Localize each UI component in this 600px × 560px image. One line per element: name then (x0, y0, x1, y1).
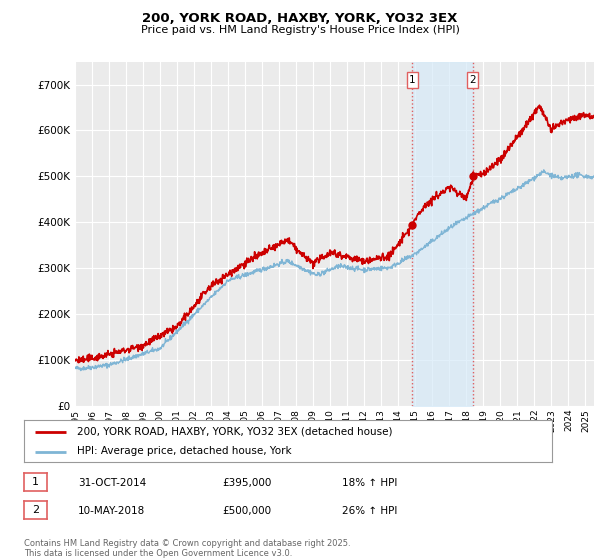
Text: 10-MAY-2018: 10-MAY-2018 (78, 506, 145, 516)
Text: HPI: Average price, detached house, York: HPI: Average price, detached house, York (77, 446, 292, 456)
Text: £395,000: £395,000 (222, 478, 271, 488)
Text: 200, YORK ROAD, HAXBY, YORK, YO32 3EX (detached house): 200, YORK ROAD, HAXBY, YORK, YO32 3EX (d… (77, 427, 392, 437)
Text: 2: 2 (469, 75, 476, 85)
Text: 1: 1 (409, 75, 416, 85)
Text: 26% ↑ HPI: 26% ↑ HPI (342, 506, 397, 516)
Text: 18% ↑ HPI: 18% ↑ HPI (342, 478, 397, 488)
Text: 31-OCT-2014: 31-OCT-2014 (78, 478, 146, 488)
Text: £500,000: £500,000 (222, 506, 271, 516)
Text: 2: 2 (32, 505, 39, 515)
Text: 1: 1 (32, 477, 39, 487)
Text: 200, YORK ROAD, HAXBY, YORK, YO32 3EX: 200, YORK ROAD, HAXBY, YORK, YO32 3EX (142, 12, 458, 25)
Text: Contains HM Land Registry data © Crown copyright and database right 2025.
This d: Contains HM Land Registry data © Crown c… (24, 539, 350, 558)
Text: Price paid vs. HM Land Registry's House Price Index (HPI): Price paid vs. HM Land Registry's House … (140, 25, 460, 35)
